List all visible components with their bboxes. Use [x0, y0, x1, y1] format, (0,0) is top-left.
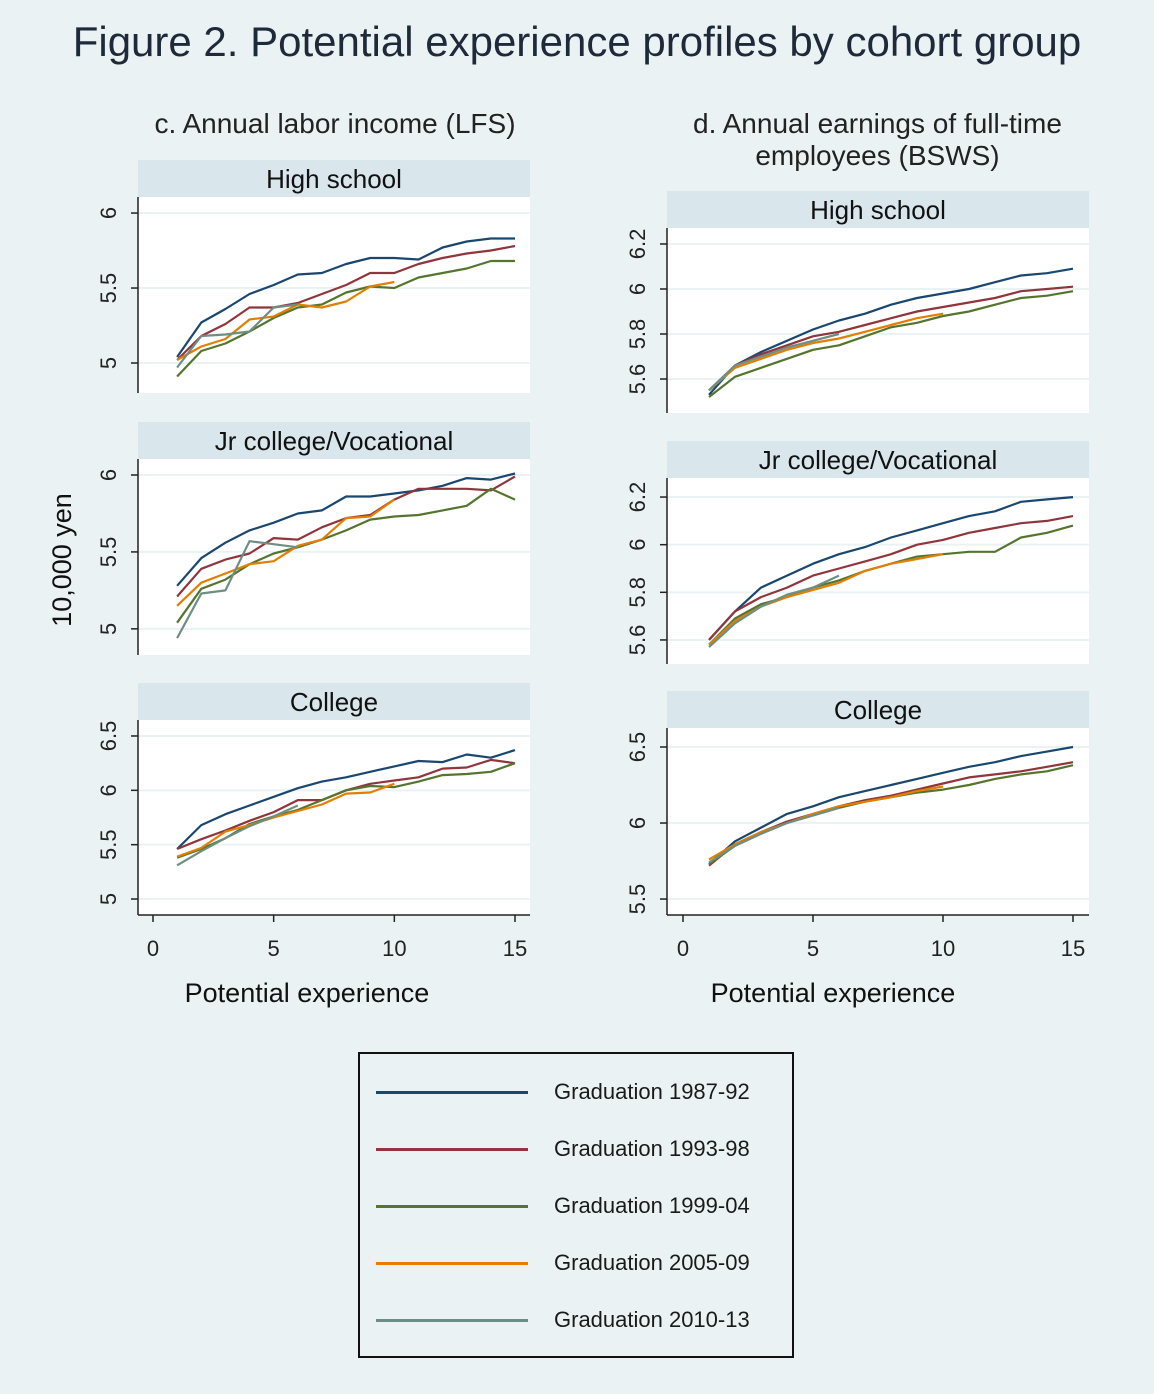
panel-strip: [138, 160, 530, 197]
y-tick-label: 6.5: [625, 732, 650, 763]
y-tick-label: 5.6: [625, 364, 650, 395]
legend-swatch: [376, 1318, 528, 1322]
figure-panels: High school 5 5.5 6 Jr college/Vocational 5 5.…: [47, 160, 1089, 1008]
y-tick-label: 6: [96, 207, 121, 219]
x-tick-label: 10: [382, 936, 406, 961]
column-title-d-line2: employees (BSWS): [755, 140, 1000, 171]
series-line-graduation-2005-09: [176, 280, 395, 361]
y-tick-label: 5.5: [625, 884, 650, 915]
y-tick-label: 6: [625, 283, 650, 295]
panel-title: Jr college/Vocational: [759, 445, 997, 475]
x-tick-label: 15: [503, 936, 527, 961]
y-tick-label: 6: [96, 469, 121, 481]
figure-title: Figure 2. Potential experience profiles …: [72, 18, 1082, 65]
panel-title: College: [290, 687, 378, 717]
y-tick-label: 6.2: [625, 482, 650, 513]
y-tick-label: 6: [96, 784, 121, 796]
panel-title: College: [834, 695, 922, 725]
series-line-graduation-1999-04: [708, 290, 1074, 398]
legend-swatch: [376, 1204, 528, 1208]
legend-label: Graduation 1999-04: [554, 1193, 750, 1218]
panel-strip: [667, 191, 1089, 228]
y-tick-label: 6.5: [96, 721, 121, 752]
panel-strip: [138, 683, 530, 720]
x-tick-label: 0: [147, 936, 159, 961]
legend-item: Graduation 1993-98: [376, 1134, 750, 1164]
legend-label: Graduation 2005-09: [554, 1250, 750, 1275]
x-tick-label: 0: [677, 936, 689, 961]
series-line-graduation-1987-92: [176, 749, 516, 850]
panel-5: College 5.5 6 6.5 0 5 10 15 Potential experience: [625, 691, 1089, 1008]
y-tick-label: 6: [625, 817, 650, 829]
legend-swatch: [376, 1147, 528, 1151]
column-title-d: d. Annual earnings of full-time employee…: [600, 108, 1154, 172]
x-tick-label: 15: [1061, 936, 1085, 961]
series-line-graduation-1987-92: [176, 237, 515, 358]
legend-swatch: [376, 1261, 528, 1265]
legend-item: Graduation 2010-13: [376, 1305, 750, 1335]
plot-area: [667, 478, 1089, 664]
series-line-graduation-1987-92: [708, 496, 1074, 641]
panel-title: High school: [266, 164, 402, 194]
y-tick-label: 5.5: [96, 829, 121, 860]
legend-swatch: [376, 1090, 528, 1094]
series-line-graduation-2005-09: [708, 312, 944, 392]
y-tick-label: 5.5: [96, 273, 121, 304]
legend-item: Graduation 1999-04: [376, 1191, 750, 1221]
column-title-c: c. Annual labor income (LFS): [154, 108, 516, 139]
series-line-graduation-1999-04: [176, 259, 515, 378]
panel-1: Jr college/Vocational 5 5.5 6: [96, 422, 530, 655]
column-title-d-line1: d. Annual earnings of full-time: [693, 108, 1062, 139]
x-tick-label: 10: [931, 936, 955, 961]
series-line-graduation-2010-13: [176, 804, 299, 867]
x-axis-title: Potential experience: [185, 978, 430, 1008]
panel-strip: [667, 691, 1089, 728]
panel-2: College 5 5.5 6 6.5 0 5 10 15 Potential experienc…: [96, 683, 530, 1008]
plot-area: [138, 720, 530, 915]
y-tick-label: 6: [625, 539, 650, 551]
x-tick-label: 5: [807, 936, 819, 961]
y-tick-label: 5: [96, 357, 121, 369]
y-tick-label: 5.5: [96, 537, 121, 568]
legend-label: Graduation 1993-98: [554, 1136, 750, 1161]
series-line-graduation-1987-92: [708, 745, 1074, 865]
y-tick-label: 5.8: [625, 577, 650, 608]
y-axis-title: 10,000 yen: [47, 493, 77, 627]
panel-0: High school 5 5.5 6: [96, 160, 530, 393]
series-line-graduation-2010-13: [708, 332, 840, 392]
series-line-graduation-2010-13: [708, 574, 840, 648]
legend: Graduation 1987-92 Graduation 1993-98 Gr…: [358, 1052, 794, 1358]
panel-3: High school 5.6 5.8 6 6.2: [625, 191, 1089, 413]
y-tick-label: 5: [96, 623, 121, 635]
panel-strip: [667, 441, 1089, 478]
panel-title: High school: [810, 195, 946, 225]
series-line-graduation-1993-98: [176, 244, 516, 361]
legend-item: Graduation 1987-92: [376, 1077, 750, 1107]
series-line-graduation-2005-09: [176, 782, 395, 858]
panel-strip: [138, 422, 530, 459]
series-line-graduation-2010-13: [708, 806, 840, 864]
series-line-graduation-1993-98: [708, 515, 1074, 641]
panel-4: Jr college/Vocational 5.6 5.8 6 6.2: [625, 441, 1089, 664]
series-line-graduation-1987-92: [708, 267, 1074, 396]
series-line-graduation-2010-13: [176, 303, 298, 369]
y-tick-label: 5.8: [625, 319, 650, 350]
y-tick-label: 5.6: [625, 625, 650, 656]
y-tick-label: 5: [96, 893, 121, 905]
panel-title: Jr college/Vocational: [215, 426, 453, 456]
legend-label: Graduation 2010-13: [554, 1307, 750, 1332]
legend-label: Graduation 1987-92: [554, 1079, 750, 1104]
series-line-graduation-2005-09: [708, 785, 944, 861]
x-tick-label: 5: [268, 936, 280, 961]
series-line-graduation-1987-92: [176, 472, 516, 587]
y-tick-label: 6.2: [625, 229, 650, 260]
plot-area: [667, 728, 1089, 915]
legend-item: Graduation 2005-09: [376, 1248, 750, 1278]
series-line-graduation-2005-09: [176, 498, 395, 607]
x-axis-title: Potential experience: [711, 978, 956, 1008]
series-line-graduation-1993-98: [708, 285, 1074, 392]
series-line-graduation-2010-13: [176, 540, 298, 639]
plot-area: [138, 197, 530, 393]
